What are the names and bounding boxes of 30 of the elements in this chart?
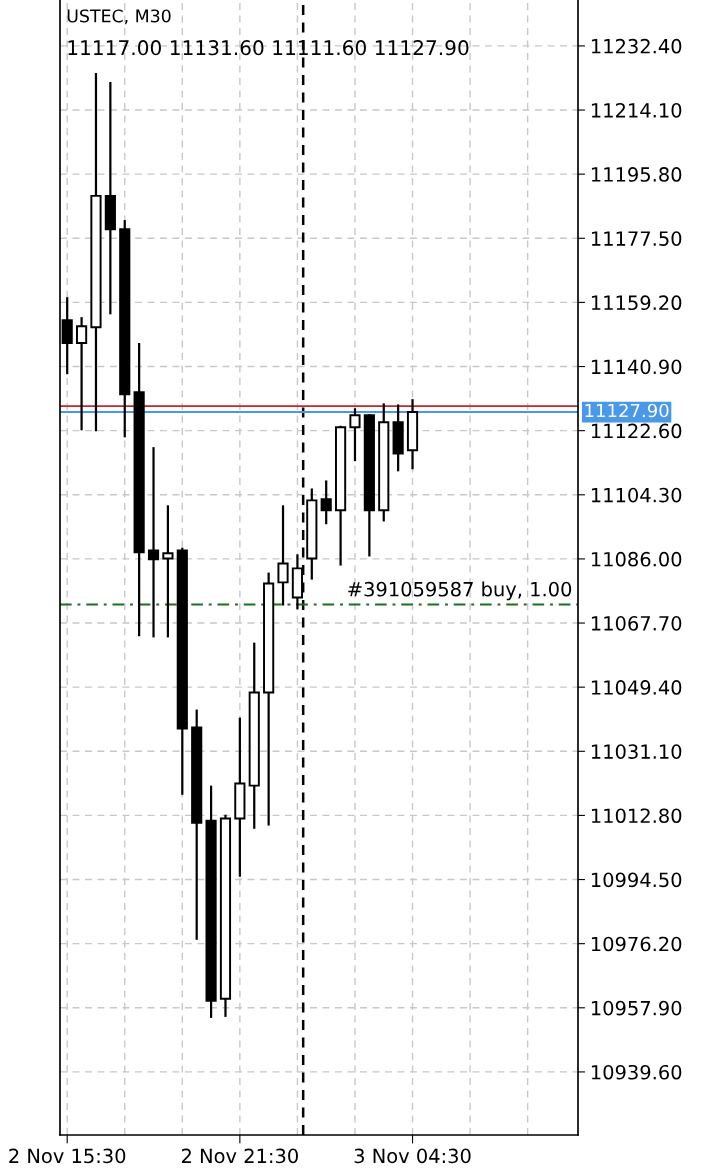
x-tick-label: 3 Nov 04:30 (354, 1148, 471, 1164)
candlestick (147, 446, 160, 639)
candlestick (162, 504, 174, 639)
candlestick (76, 316, 88, 432)
candlestick (320, 479, 332, 526)
y-tick-label: 11086.00 (591, 551, 682, 567)
ref-line-label: 11127.90 (585, 403, 669, 418)
y-tick-label: 11140.90 (591, 359, 682, 375)
y-tick-label: 11232.40 (591, 38, 682, 54)
y-tick-label: 10994.50 (591, 872, 682, 888)
y-tick-label: 11049.40 (591, 680, 682, 695)
y-tick-label: 11195.80 (591, 167, 682, 182)
candlestick (277, 504, 289, 607)
y-tick-label: 10976.20 (591, 936, 682, 952)
y-tick-label: 11159.20 (591, 295, 682, 311)
chart-title: USTEC, M30 (67, 9, 171, 25)
y-tick-label: 11104.30 (591, 487, 682, 503)
candlestick (349, 407, 361, 463)
text: 11117.00 11131.60 11111.60 11127.90 (68, 40, 469, 56)
ref-line-label: #391059587 buy, 1.00 (348, 581, 572, 601)
y-tick-label: 10939.60 (591, 1064, 682, 1080)
y-tick-label: 11177.50 (591, 231, 682, 246)
y-tick-label: 10957.90 (591, 1000, 682, 1016)
y-tick-label: 11122.60 (591, 423, 682, 439)
y-tick-label: 11067.70 (591, 616, 682, 631)
x-tick-label: 2 Nov 15:30 (9, 1148, 126, 1164)
y-tick-label: 11214.10 (591, 102, 682, 118)
y-tick-label: 11012.80 (591, 808, 682, 824)
x-tick-label: 2 Nov 21:30 (181, 1148, 298, 1164)
y-tick-label: 11031.10 (591, 744, 682, 759)
